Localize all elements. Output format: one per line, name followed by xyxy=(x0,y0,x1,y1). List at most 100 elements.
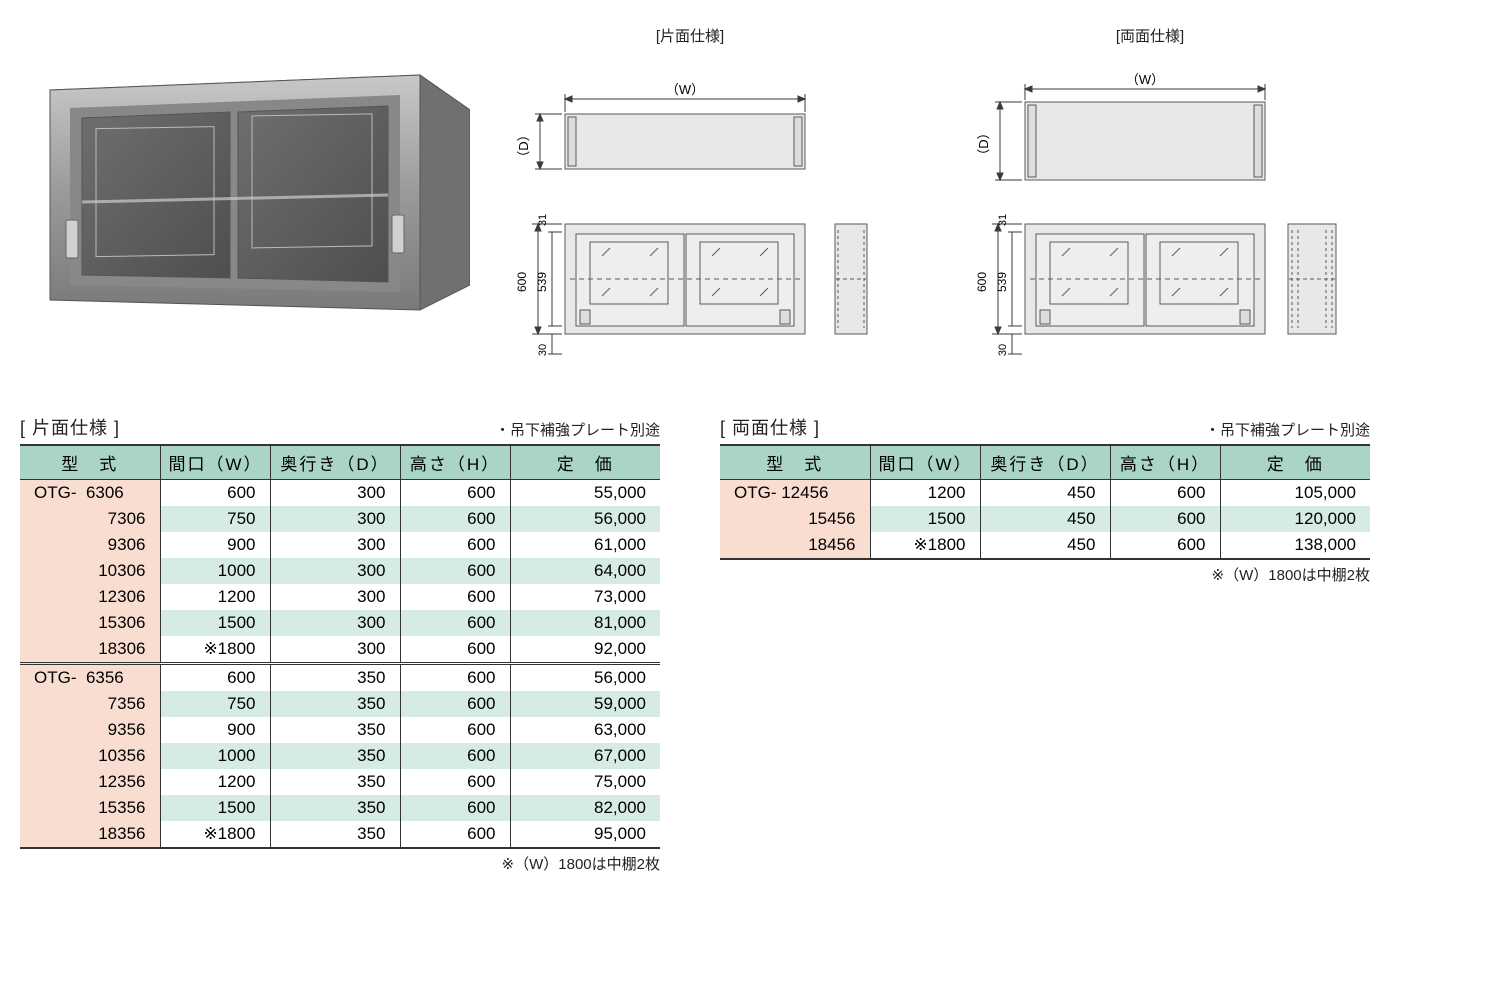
cell-w: 750 xyxy=(160,506,270,532)
cell-w: 900 xyxy=(160,532,270,558)
table-row: 18356※180035060095,000 xyxy=(20,821,660,848)
cell-h: 600 xyxy=(400,584,510,610)
cell-d: 300 xyxy=(270,532,400,558)
cell-model: 15356 xyxy=(20,795,160,821)
table-row: OTG- 630660030060055,000 xyxy=(20,480,660,507)
cell-model: 18306 xyxy=(20,636,160,664)
table-row: 18456※1800450600138,000 xyxy=(720,532,1370,559)
col-depth: 奥行き（D） xyxy=(270,445,400,480)
col-price: 定 価 xyxy=(510,445,660,480)
cell-d: 300 xyxy=(270,480,400,507)
table-double: 型 式 間口（W） 奥行き（D） 高さ（H） 定 価 OTG- 12456120… xyxy=(720,444,1370,560)
diagram-single-side: [片面仕様] （W） xyxy=(490,25,890,384)
cell-w: 1200 xyxy=(870,480,980,507)
cell-model: 10306 xyxy=(20,558,160,584)
cell-h: 600 xyxy=(400,795,510,821)
diagram-label-single: [片面仕様] xyxy=(656,25,724,46)
cell-price: 120,000 xyxy=(1220,506,1370,532)
cell-price: 55,000 xyxy=(510,480,660,507)
table1-title: [ 片面仕様 ] xyxy=(20,414,120,440)
cell-price: 63,000 xyxy=(510,717,660,743)
col-model: 型 式 xyxy=(720,445,870,480)
col-width: 間口（W） xyxy=(870,445,980,480)
cell-w: 1000 xyxy=(160,743,270,769)
cell-price: 59,000 xyxy=(510,691,660,717)
table2-note: ・吊下補強プレート別途 xyxy=(1205,419,1370,440)
cell-h: 600 xyxy=(400,717,510,743)
cell-model: 7306 xyxy=(20,506,160,532)
col-height: 高さ（H） xyxy=(400,445,510,480)
table-header-row: 型 式 間口（W） 奥行き（D） 高さ（H） 定 価 xyxy=(20,445,660,480)
cell-w: 900 xyxy=(160,717,270,743)
cell-price: 81,000 xyxy=(510,610,660,636)
cell-w: 750 xyxy=(160,691,270,717)
table-row: 10306100030060064,000 xyxy=(20,558,660,584)
cell-d: 450 xyxy=(980,480,1110,507)
col-price: 定 価 xyxy=(1220,445,1370,480)
table-row: 15306150030060081,000 xyxy=(20,610,660,636)
cell-w: ※1800 xyxy=(160,821,270,848)
cell-model: 18356 xyxy=(20,821,160,848)
cell-w: 1500 xyxy=(870,506,980,532)
dim-d2: （D） xyxy=(976,126,991,161)
table-row: 12306120030060073,000 xyxy=(20,584,660,610)
table2-title: [ 両面仕様 ] xyxy=(720,414,820,440)
cell-price: 64,000 xyxy=(510,558,660,584)
cell-model: 9306 xyxy=(20,532,160,558)
cell-price: 138,000 xyxy=(1220,532,1370,559)
cell-price: 82,000 xyxy=(510,795,660,821)
dim-w: （W） xyxy=(666,82,704,97)
table-row: OTG- 124561200450600105,000 xyxy=(720,480,1370,507)
table-row: 18306※180030060092,000 xyxy=(20,636,660,664)
col-depth: 奥行き（D） xyxy=(980,445,1110,480)
cell-price: 61,000 xyxy=(510,532,660,558)
cell-model: OTG- 6356 xyxy=(20,664,160,692)
cell-h: 600 xyxy=(400,506,510,532)
table-header-row: 型 式 間口（W） 奥行き（D） 高さ（H） 定 価 xyxy=(720,445,1370,480)
top-section: [片面仕様] （W） xyxy=(20,20,1480,384)
table-row: OTG- 635660035060056,000 xyxy=(20,664,660,692)
cell-model: 15456 xyxy=(720,506,870,532)
table-row: 15356150035060082,000 xyxy=(20,795,660,821)
cell-d: 350 xyxy=(270,795,400,821)
cell-h: 600 xyxy=(1110,532,1220,559)
cell-model: OTG- 12456 xyxy=(720,480,870,507)
cell-d: 300 xyxy=(270,610,400,636)
col-width: 間口（W） xyxy=(160,445,270,480)
dim-600b: 600 xyxy=(975,272,989,292)
cell-price: 75,000 xyxy=(510,769,660,795)
cell-w: 1500 xyxy=(160,795,270,821)
cell-price: 105,000 xyxy=(1220,480,1370,507)
cell-price: 56,000 xyxy=(510,664,660,692)
cell-h: 600 xyxy=(400,610,510,636)
cell-h: 600 xyxy=(400,664,510,692)
cell-h: 600 xyxy=(400,769,510,795)
product-image xyxy=(20,20,470,320)
cell-h: 600 xyxy=(400,743,510,769)
cell-d: 350 xyxy=(270,717,400,743)
diagram-single-svg: （W） （D） xyxy=(490,54,890,384)
cell-price: 56,000 xyxy=(510,506,660,532)
cell-model: 12306 xyxy=(20,584,160,610)
cell-model: 12356 xyxy=(20,769,160,795)
cell-model: 15306 xyxy=(20,610,160,636)
cell-price: 92,000 xyxy=(510,636,660,664)
cell-h: 600 xyxy=(400,480,510,507)
table-single: 型 式 間口（W） 奥行き（D） 高さ（H） 定 価 OTG- 63066003… xyxy=(20,444,660,849)
table-single-block: [ 片面仕様 ] ・吊下補強プレート別途 型 式 間口（W） 奥行き（D） 高さ… xyxy=(20,414,660,874)
diagram-double-side: [両面仕様] （W） xyxy=(950,25,1350,384)
diagram-double-svg: （W） （D） xyxy=(950,54,1350,384)
cell-h: 600 xyxy=(400,558,510,584)
cell-w: 1200 xyxy=(160,584,270,610)
table2-footnote: ※（W）1800は中棚2枚 xyxy=(720,564,1370,585)
table-row: 12356120035060075,000 xyxy=(20,769,660,795)
table1-note: ・吊下補強プレート別途 xyxy=(495,419,660,440)
table-row: 10356100035060067,000 xyxy=(20,743,660,769)
dim-30: 30 xyxy=(537,344,549,356)
table-row: 730675030060056,000 xyxy=(20,506,660,532)
cell-w: ※1800 xyxy=(870,532,980,559)
col-height: 高さ（H） xyxy=(1110,445,1220,480)
cell-w: 600 xyxy=(160,480,270,507)
cell-d: 300 xyxy=(270,636,400,664)
cell-h: 600 xyxy=(400,532,510,558)
